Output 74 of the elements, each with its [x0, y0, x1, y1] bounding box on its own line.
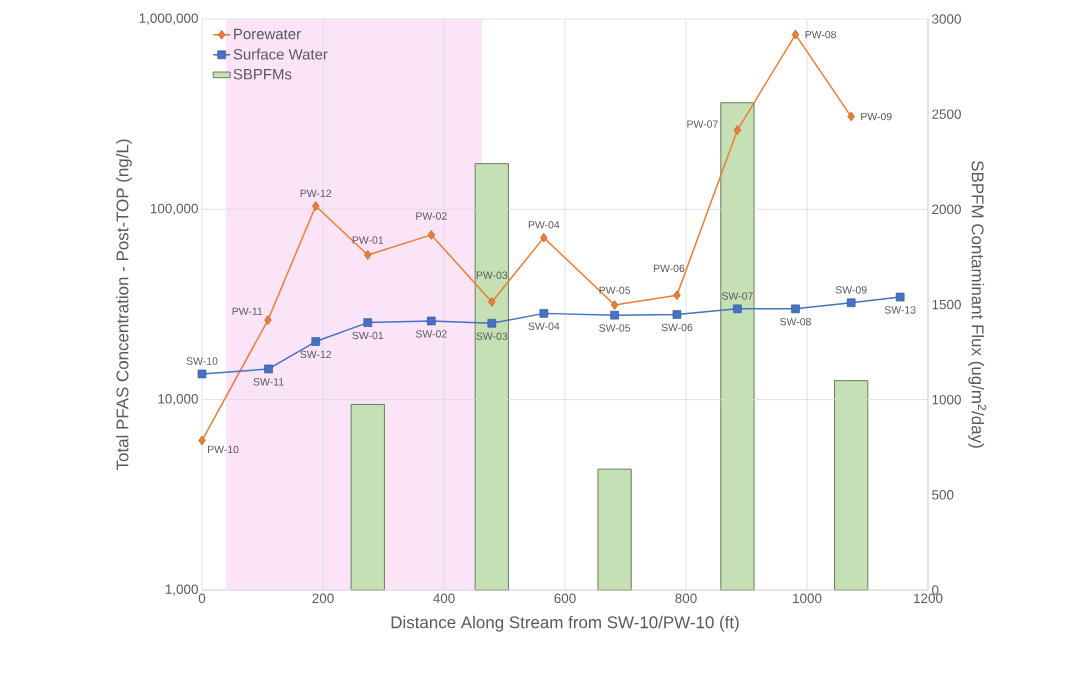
annotation: PW-04 [528, 221, 560, 229]
y-tick-label: 1,000 [165, 584, 198, 596]
annotation: SW-07 [722, 292, 753, 300]
point [312, 201, 320, 211]
point [733, 304, 742, 314]
y-tick-label: 100,000 [150, 203, 198, 215]
x-tick-label: 1000 [793, 593, 822, 604]
annotation: PW-08 [805, 30, 836, 39]
point [610, 310, 619, 320]
point [610, 300, 619, 310]
point [364, 250, 372, 260]
y-axis-title: Total PFAS Concentration - Post-TOP (ng/L) [116, 139, 132, 471]
annotation: PW-07 [687, 120, 718, 128]
point [264, 315, 272, 325]
point [264, 364, 273, 374]
y-tick-label: 10,000 [158, 394, 198, 406]
point [540, 232, 548, 243]
annotation: SW-09 [835, 286, 867, 294]
y2-tick-label: 3000 [932, 14, 961, 24]
annotation: SW-10 [186, 357, 218, 365]
annotation: PW-12 [300, 189, 332, 197]
x-tick-label: 600 [554, 593, 576, 604]
annotation: PW-01 [352, 236, 384, 244]
annotation: SW-13 [884, 306, 916, 314]
annotation: PW-02 [416, 212, 447, 220]
y2-tick-label: 2000 [932, 204, 961, 215]
y2-tick-label: 1500 [932, 299, 961, 310]
point [673, 290, 681, 300]
point [487, 318, 497, 328]
point [791, 29, 800, 40]
y2-tick-label: 500 [932, 490, 954, 500]
point [427, 316, 436, 326]
x-tick-label: 1200 [914, 593, 943, 604]
y2-tick-label: 1000 [932, 394, 961, 405]
annotation: PW-09 [861, 112, 892, 121]
point [539, 309, 549, 318]
y2-tick-label: 2500 [932, 109, 961, 119]
point [427, 230, 435, 240]
annotation: SW-12 [300, 350, 332, 359]
point [198, 435, 206, 446]
annotation: PW-11 [232, 307, 263, 315]
point [197, 369, 207, 379]
x-tick-label: 800 [675, 593, 697, 604]
annotation: SW-01 [352, 331, 384, 340]
point [488, 297, 496, 307]
point [311, 337, 321, 346]
x-tick-label: 0 [198, 593, 206, 604]
annotation: SW-04 [528, 322, 560, 330]
point [733, 125, 742, 135]
y2-axis-title: SBPFM Contaminant Flux (ug/m$^{2}$/day) [968, 161, 987, 448]
point [363, 318, 373, 327]
legend-label: Surface Water [233, 48, 328, 60]
legend-label: SBPFMs [233, 68, 292, 80]
annotation: PW-06 [653, 264, 685, 273]
annotation: SW-11 [253, 378, 284, 386]
x-axis-title: Distance Along Stream from SW-10/PW-10 (ft) [391, 615, 739, 632]
y2-tick-label: 0 [932, 585, 939, 595]
annotation: PW-10 [208, 445, 239, 454]
annotation: PW-05 [599, 286, 631, 294]
x-tick-label: 400 [433, 593, 455, 604]
annotation: SW-03 [476, 332, 508, 340]
legend-label: Porewater [234, 28, 301, 40]
point [847, 111, 855, 122]
x-tick-label: 200 [312, 593, 334, 604]
point [895, 292, 905, 302]
annotation: SW-08 [780, 318, 811, 326]
point [791, 304, 800, 314]
annotation: SW-02 [415, 330, 447, 338]
annotation: SW-05 [599, 324, 631, 332]
annotation: SW-06 [661, 323, 693, 332]
annotation: PW-03 [476, 271, 508, 279]
y-tick-label: 1,000,000 [139, 13, 198, 25]
point [846, 298, 856, 308]
point [672, 310, 682, 319]
